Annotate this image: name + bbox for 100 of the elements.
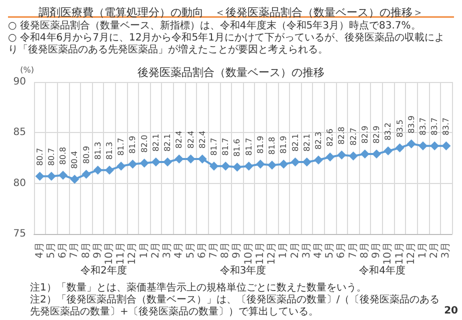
x-tick-label: 1月 xyxy=(278,242,290,258)
x-tick-label: 3月 xyxy=(301,242,312,258)
data-label: 82.1 xyxy=(151,134,160,152)
x-tick-label: 2月 xyxy=(429,242,440,258)
point xyxy=(406,139,416,148)
x-tick-label: 1月 xyxy=(417,242,428,258)
data-label: 82.1 xyxy=(302,134,312,152)
point xyxy=(290,158,300,167)
data-label: 81.7 xyxy=(221,138,230,156)
data-label: 82.1 xyxy=(163,134,172,152)
x-tick-label: 6月 xyxy=(196,242,208,258)
text: 注2）「後発医薬品割合（数量ベース）」は、〔後発医薬品の数量〕/（〔後発医薬品のある先発医薬品の数量〕+〔後発医薬品の数量〕）で算出している。 xyxy=(30,294,440,318)
x-tick-label: 9月 xyxy=(371,242,382,258)
point xyxy=(198,154,207,164)
data-label: 80.8 xyxy=(58,146,68,165)
point xyxy=(314,156,323,165)
data-label: 83.2 xyxy=(384,122,393,140)
data-label: 81.7 xyxy=(244,138,254,156)
data-label: 81.3 xyxy=(93,142,102,160)
text: ○ 令和4年6月から7月に、12月から令和5年1月にかけて下がっているが、後発医薬品の収載により「後発医薬品のある先発医薬品」が増えたことが要因と考えられる。 xyxy=(8,32,444,56)
point xyxy=(104,166,114,175)
x-tick-label: 1月 xyxy=(138,242,150,258)
point xyxy=(82,170,91,179)
data-label: 81.7 xyxy=(209,138,218,156)
text: 注1）「数量」とは、薬価基準告示上の規格単位ごとに数えた数量をいう。 xyxy=(30,282,366,294)
x-tick-label: 6月 xyxy=(336,242,348,258)
x-tick-label: 7月 xyxy=(69,242,80,258)
data-label: 80.7 xyxy=(46,148,56,166)
x-tick-label: 8月 xyxy=(220,242,232,258)
y-tick-label: 85 xyxy=(13,127,26,138)
data-label: 82.4 xyxy=(186,130,196,149)
x-tick-label: 11月 xyxy=(116,242,127,265)
data-label: 83.7 xyxy=(442,118,451,136)
point xyxy=(256,160,265,169)
x-tick-label: 6月 xyxy=(58,242,69,258)
point xyxy=(395,143,404,152)
x-tick-label: 3月 xyxy=(162,242,174,258)
x-tick-label: 4月 xyxy=(174,242,185,258)
point xyxy=(209,162,218,171)
x-tick-label: 7月 xyxy=(348,242,359,258)
data-label: 80.9 xyxy=(82,146,91,164)
point xyxy=(221,162,230,171)
data-label: 82.9 xyxy=(360,126,370,144)
point xyxy=(116,162,126,171)
point xyxy=(337,150,346,160)
x-tick-label: 5月 xyxy=(46,242,57,258)
point xyxy=(186,154,196,164)
point xyxy=(418,141,428,150)
y-tick-label: 75 xyxy=(13,228,26,240)
text: ○ 後発医薬品割合（数量ベース、新指標）は、令和4年度末（令和5年3月）時点で83.7%。 xyxy=(8,20,421,32)
point xyxy=(244,162,254,171)
data-label: 81.9 xyxy=(128,136,138,154)
point xyxy=(70,174,80,184)
x-tick-label: 10月 xyxy=(243,242,254,265)
data-label: 82.4 xyxy=(174,130,184,149)
point xyxy=(430,141,440,150)
data-label: 80.7 xyxy=(35,148,44,166)
y-axis-title: (%) xyxy=(20,66,34,74)
x-tick-label: 2月 xyxy=(150,242,162,258)
data-label: 82.3 xyxy=(314,132,323,150)
data-label: 82.7 xyxy=(348,128,358,146)
x-tick-label: 5月 xyxy=(185,242,196,258)
point xyxy=(348,151,358,160)
data-label: 83.5 xyxy=(395,120,404,138)
point xyxy=(151,158,160,167)
point xyxy=(372,149,382,158)
point xyxy=(326,152,335,162)
x-tick-label: 5月 xyxy=(324,242,336,258)
x-tick-label: 10月 xyxy=(104,242,115,265)
data-label: 83.7 xyxy=(430,118,440,136)
data-label: 82.6 xyxy=(326,128,335,146)
x-tick-label: 12月 xyxy=(266,242,278,265)
data-label: 83.7 xyxy=(418,118,428,136)
point xyxy=(268,160,277,170)
x-tick-label: 4月 xyxy=(34,242,46,258)
point xyxy=(140,158,149,168)
text: 令和4年度 xyxy=(359,264,406,276)
text: 20 xyxy=(444,306,458,316)
data-label: 81.9 xyxy=(279,136,288,154)
point xyxy=(163,158,172,167)
point xyxy=(360,149,370,158)
x-tick-label: 3月 xyxy=(440,242,452,258)
data-label: 81.7 xyxy=(116,138,126,156)
text: 令和2年度 xyxy=(80,264,127,276)
data-label: 81.6 xyxy=(232,138,242,157)
data-label: 82.1 xyxy=(290,134,300,152)
x-tick-label: 10月 xyxy=(382,242,394,265)
x-tick-label: 2月 xyxy=(290,242,301,258)
data-label: 80.4 xyxy=(70,150,80,169)
point xyxy=(128,160,138,169)
data-label: 83.9 xyxy=(406,116,416,134)
chart-title: 調剤医療費（電算処理分）の動向 ＜後発医薬品割合（数量ベース）の推移＞ xyxy=(38,6,424,19)
data-label: 82.8 xyxy=(337,126,346,144)
data-label: 81.9 xyxy=(256,136,265,154)
x-tick-label: 12月 xyxy=(127,242,138,265)
x-tick-label: 12月 xyxy=(406,242,417,265)
x-tick-label: 7月 xyxy=(208,242,220,258)
point xyxy=(279,160,288,169)
data-label: 82.4 xyxy=(198,130,207,149)
data-label: 82.0 xyxy=(140,134,149,153)
